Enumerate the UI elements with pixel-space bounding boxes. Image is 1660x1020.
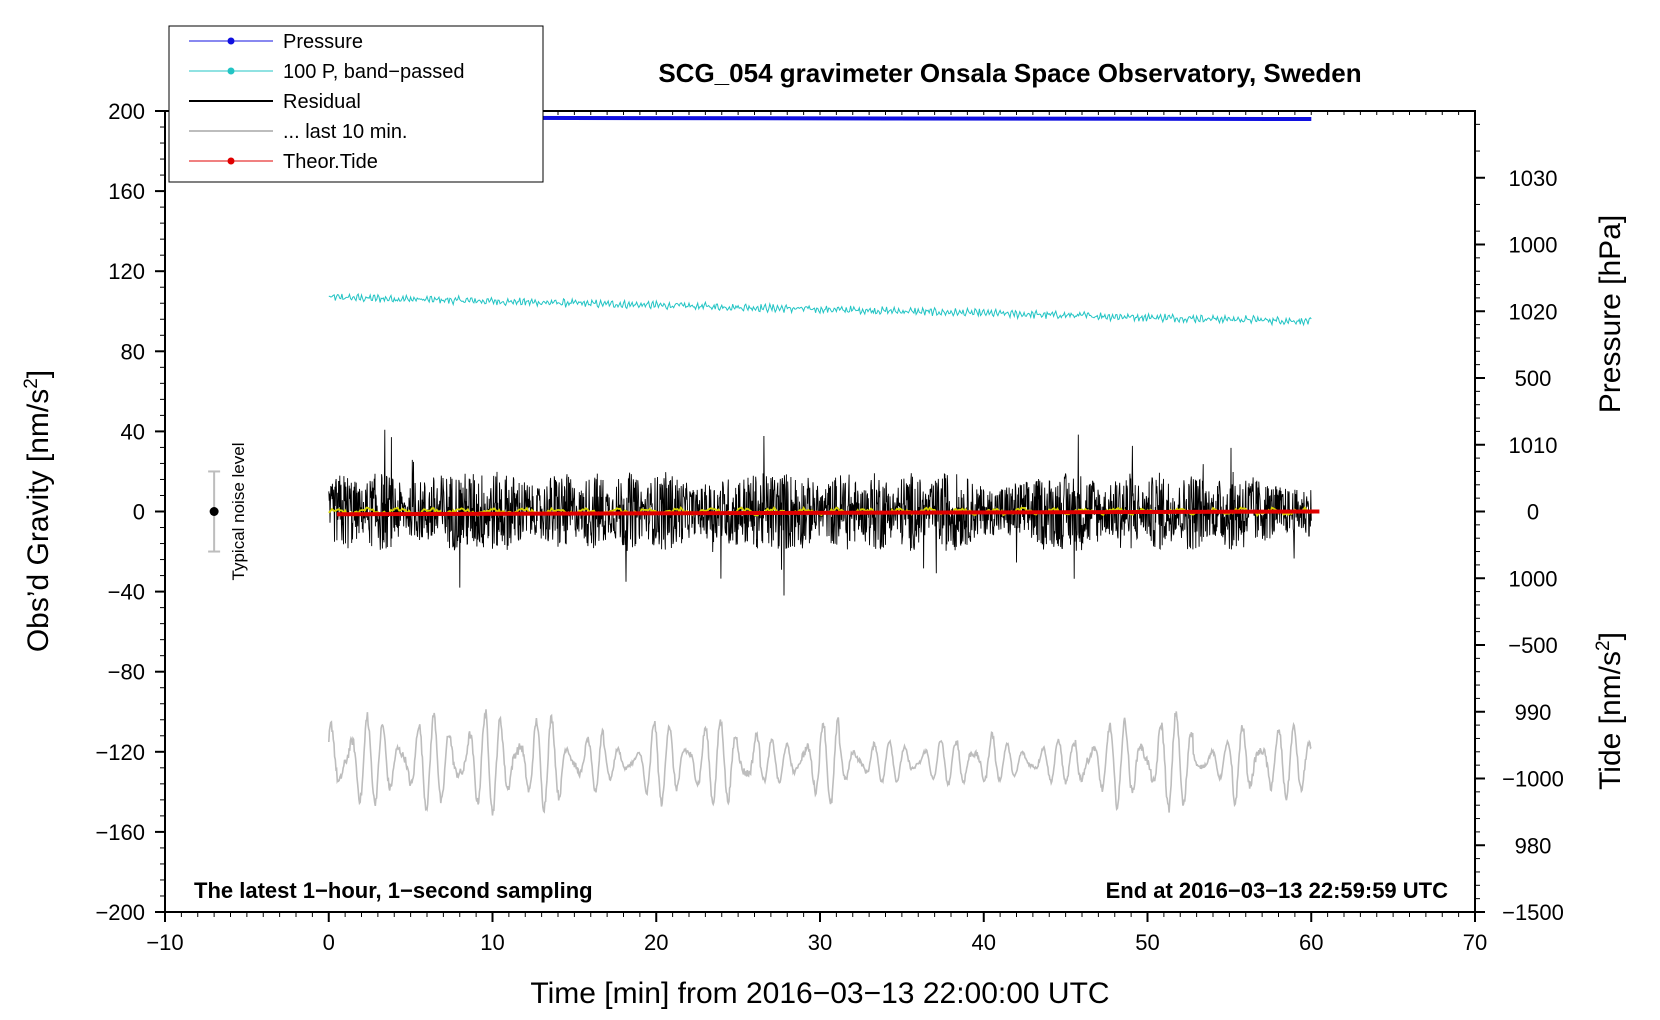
y-tick-label: 80: [121, 339, 145, 364]
x-tick-label: 70: [1463, 930, 1487, 955]
pressure-tick-label: 1020: [1509, 299, 1558, 324]
tide-tick-label: −1500: [1502, 900, 1564, 925]
x-tick-label: 50: [1135, 930, 1159, 955]
series-residual: [328, 429, 1312, 596]
series-band-passed-pressure: [328, 292, 1312, 327]
y-tick-label: 200: [108, 99, 145, 124]
y-tick-label: 120: [108, 259, 145, 284]
legend: Pressure 100 P, band−passed Residual ... la…: [168, 25, 544, 183]
legend-marker: [227, 157, 235, 165]
x-tick-label: 20: [644, 930, 668, 955]
pressure-axis-title: Pressure [hPa]: [1594, 215, 1627, 413]
y-tick-label: −120: [95, 740, 145, 765]
footer-left-note: The latest 1−hour, 1−second sampling: [194, 878, 593, 903]
legend-entries: Pressure 100 P, band−passed Residual ... la…: [189, 31, 464, 173]
legend-label: 100 P, band−passed: [283, 61, 464, 83]
legend-marker: [227, 67, 235, 75]
pressure-tick-label: 980: [1515, 833, 1552, 858]
tide-axis-title: Tide [nm/s2]: [1593, 632, 1627, 790]
y-axis-ticks: 200 160 120 80 40 0 −40 −80 −120 −160 −200: [95, 99, 165, 925]
pressure-tick-label: 1000: [1509, 566, 1558, 591]
tide-axis-title-sup: 2: [1593, 640, 1614, 651]
chart-title: SCG_054 gravimeter Onsala Space Observat…: [658, 58, 1361, 88]
noise-level-label: Typical noise level: [229, 443, 248, 581]
legend-label: Residual: [283, 91, 361, 113]
x-tick-label: 40: [972, 930, 996, 955]
y-tick-label: −40: [108, 580, 145, 605]
pressure-tick-label: 1010: [1509, 433, 1558, 458]
x-axis-title: Time [min] from 2016−03−13 22:00:00 UTC: [530, 977, 1109, 1010]
series-theor-tide: [336, 509, 1320, 517]
y-axis-title: Obs’d Gravity [nm/s2]: [21, 370, 55, 652]
legend-label: Theor.Tide: [283, 151, 378, 173]
legend-label: ... last 10 min.: [283, 121, 408, 143]
legend-label: Pressure: [283, 31, 363, 53]
footer-right-note: End at 2016−03−13 22:59:59 UTC: [1106, 878, 1449, 903]
tide-tick-label: 500: [1515, 366, 1552, 391]
y-axis-title-sup: 2: [21, 378, 42, 389]
pressure-axis-ticks: 1030 1020 1010 1000 990 980: [1475, 123, 1558, 900]
data-series: [328, 115, 1320, 816]
tide-tick-label: −500: [1508, 633, 1558, 658]
x-axis-ticks: −10 0 10 20 30 40 50 60 70: [146, 111, 1487, 955]
y-tick-label: −160: [95, 820, 145, 845]
y-axis-title-main: Obs’d Gravity [nm/s: [22, 389, 55, 652]
tide-axis-ticks: 1000 500 0 −500 −1000 −1500: [1475, 233, 1564, 925]
x-tick-label: 60: [1299, 930, 1323, 955]
y-axis-title-end: ]: [22, 370, 55, 378]
tide-axis-title-end: ]: [1594, 632, 1627, 640]
pressure-tick-label: 990: [1515, 700, 1552, 725]
legend-box: [168, 25, 544, 183]
tide-tick-label: 0: [1527, 500, 1539, 525]
noise-level-indicator: Typical noise level: [208, 443, 248, 581]
noise-bar-center-dot: [209, 507, 219, 516]
x-tick-label: 10: [480, 930, 504, 955]
legend-marker: [227, 37, 235, 45]
y-tick-label: 0: [133, 500, 145, 525]
tide-tick-label: −1000: [1502, 767, 1564, 792]
y-tick-label: 40: [121, 419, 145, 444]
x-tick-label: −10: [146, 930, 183, 955]
x-tick-label: 0: [323, 930, 335, 955]
pressure-tick-label: 1030: [1509, 166, 1558, 191]
y-tick-label: −200: [95, 900, 145, 925]
x-tick-label: 30: [808, 930, 832, 955]
series-last-10-min: [328, 709, 1312, 816]
tide-axis-title-main: Tide [nm/s: [1594, 651, 1627, 790]
tide-tick-label: 1000: [1509, 233, 1558, 258]
y-tick-label: −80: [108, 660, 145, 685]
y-tick-label: 160: [108, 179, 145, 204]
